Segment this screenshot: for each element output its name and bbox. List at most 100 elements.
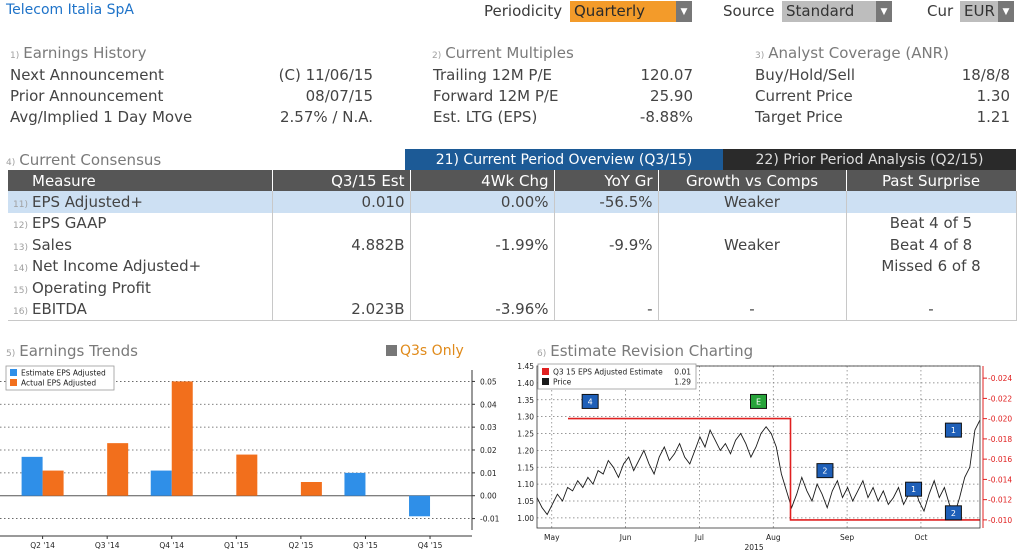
table-header-row: Measure Q3/15 Est 4Wk Chg YoY Gr Growth … bbox=[8, 170, 1017, 191]
section-number: 4) bbox=[6, 158, 16, 168]
bar-actual bbox=[300, 482, 322, 496]
legend-label-estimate: Q3 15 EPS Adjusted Estimate bbox=[553, 368, 663, 377]
y-tick-label: -0.01 bbox=[480, 515, 500, 524]
table-row[interactable]: 15) Operating Profit bbox=[8, 277, 1017, 299]
tab-prior-period-analysis[interactable]: 22) Prior Period Analysis (Q2/15) bbox=[723, 149, 1016, 170]
y-tick-label: 0.02 bbox=[480, 446, 497, 455]
x-tick-label: Jun bbox=[619, 533, 632, 542]
chevron-down-icon[interactable]: ▼ bbox=[998, 1, 1014, 22]
earnings-trends-chart: 0.05 0.04 0.03 0.02 0.01 0.00 -0.01 Q2 '14 Q3 '1… bbox=[0, 365, 500, 550]
bar-actual bbox=[42, 470, 64, 496]
table-row[interactable]: 13) Sales 4.882B -1.99% -9.9% Weaker Beat… bbox=[8, 234, 1017, 256]
table-row[interactable]: 14) Net Income Adjusted+ Missed 6 of 8 bbox=[8, 255, 1017, 277]
surprise-cell: Beat 4 of 5 bbox=[846, 212, 1017, 234]
col-header-past-surprise[interactable]: Past Surprise bbox=[846, 170, 1017, 191]
q3-only-toggle[interactable]: Q3s Only bbox=[386, 343, 464, 359]
estimate-cell bbox=[272, 255, 411, 277]
source-dropdown[interactable]: Standard ▼ bbox=[782, 1, 892, 22]
current-price-label: Current Price bbox=[755, 87, 853, 105]
price-line bbox=[536, 419, 981, 516]
y-left-tick-label: 1.00 bbox=[517, 514, 534, 523]
change-cell: -3.96% bbox=[410, 298, 555, 321]
earnings-trends-title[interactable]: 5) Earnings Trends bbox=[6, 342, 138, 360]
table-row[interactable]: 12) EPS GAAP Beat 4 of 5 bbox=[8, 212, 1017, 234]
buy-hold-sell-label: Buy/Hold/Sell bbox=[755, 66, 856, 84]
x-tick-label: Q3 '14 bbox=[95, 541, 120, 550]
section-title-text: Earnings Trends bbox=[19, 342, 138, 360]
estimate-cell bbox=[272, 212, 411, 234]
growth-cell: - bbox=[658, 298, 847, 321]
bar-actual bbox=[236, 454, 258, 496]
currency-label: Cur bbox=[927, 2, 954, 20]
current-price-value: 1.30 bbox=[976, 87, 1010, 105]
measure-cell: 16) EBITDA bbox=[8, 298, 273, 321]
section-number: 5) bbox=[6, 349, 16, 359]
legend-swatch-estimate bbox=[10, 369, 17, 376]
yoy-cell bbox=[554, 255, 659, 277]
y-right-tick-label: -0.022 bbox=[988, 394, 1012, 403]
x-tick-label: Aug bbox=[766, 533, 781, 542]
col-header-yoy-gr[interactable]: YoY Gr bbox=[554, 170, 659, 191]
bar-actual bbox=[171, 381, 193, 496]
legend-label-price: Price bbox=[553, 378, 572, 387]
y-left-tick-label: 1.15 bbox=[517, 463, 534, 472]
change-cell: -1.99% bbox=[410, 234, 555, 256]
x-tick-label: Jul bbox=[694, 533, 704, 542]
y-left-tick-label: 1.30 bbox=[517, 413, 534, 422]
yoy-cell: - bbox=[554, 298, 659, 321]
y-tick-label: 0.05 bbox=[480, 377, 497, 386]
table-row[interactable]: 16) EBITDA 2.023B -3.96% - - - bbox=[8, 298, 1017, 321]
prior-announcement-label: Prior Announcement bbox=[10, 87, 164, 105]
est-ltg-label: Est. LTG (EPS) bbox=[433, 108, 538, 126]
section-number: 1) bbox=[10, 51, 20, 61]
periodicity-dropdown[interactable]: Quarterly ▼ bbox=[570, 1, 692, 22]
section-title-text: Current Multiples bbox=[445, 44, 574, 62]
revision-marker-label: E bbox=[756, 397, 761, 406]
x-tick-label: May bbox=[544, 533, 560, 542]
legend-swatch-actual bbox=[10, 379, 17, 386]
y-left-tick-label: 1.40 bbox=[517, 379, 534, 388]
section-number: 6) bbox=[537, 349, 547, 359]
est-ltg-value: -8.88% bbox=[639, 108, 693, 126]
revision-marker-label: 2 bbox=[822, 467, 827, 476]
tab-current-period-overview[interactable]: 21) Current Period Overview (Q3/15) bbox=[405, 149, 723, 170]
surprise-cell bbox=[846, 191, 1017, 213]
source-value: Standard bbox=[782, 1, 876, 22]
chevron-down-icon[interactable]: ▼ bbox=[676, 1, 692, 22]
col-header-measure[interactable]: Measure bbox=[8, 170, 273, 191]
section-title-text: Current Consensus bbox=[19, 151, 162, 169]
periodicity-label: Periodicity bbox=[484, 2, 563, 20]
estimate-cell bbox=[272, 277, 411, 299]
change-cell bbox=[410, 277, 555, 299]
y-left-tick-label: 1.45 bbox=[517, 362, 534, 371]
table-row[interactable]: 11) EPS Adjusted+ 0.010 0.00% -56.5% Weak… bbox=[8, 191, 1017, 213]
earnings-history-title[interactable]: 1) Earnings History bbox=[10, 44, 146, 62]
checkbox-icon[interactable] bbox=[386, 345, 397, 356]
legend-label-actual: Actual EPS Adjusted bbox=[21, 379, 96, 388]
revision-marker-label: 4 bbox=[588, 397, 593, 406]
analyst-coverage-title[interactable]: 3) Analyst Coverage (ANR) bbox=[755, 44, 949, 62]
trailing-pe-value: 120.07 bbox=[640, 66, 694, 84]
y-tick-label: 0.01 bbox=[480, 469, 497, 478]
col-header-4wk-chg[interactable]: 4Wk Chg bbox=[410, 170, 555, 191]
yoy-cell bbox=[554, 212, 659, 234]
section-title-text: Earnings History bbox=[23, 44, 147, 62]
yoy-cell bbox=[554, 277, 659, 299]
currency-dropdown[interactable]: EUR ▼ bbox=[960, 1, 1014, 22]
current-multiples-title[interactable]: 2) Current Multiples bbox=[432, 44, 574, 62]
revision-marker-label: 1 bbox=[911, 485, 916, 494]
revision-marker bbox=[581, 393, 599, 409]
current-consensus-title[interactable]: 4) Current Consensus bbox=[6, 151, 161, 169]
y-tick-label: 0.00 bbox=[480, 492, 497, 501]
x-tick-label: Q2 '15 bbox=[289, 541, 314, 550]
col-header-estimate[interactable]: Q3/15 Est bbox=[272, 170, 411, 191]
revision-marker bbox=[944, 505, 962, 521]
x-tick-label: Q2 '14 bbox=[30, 541, 55, 550]
section-number: 3) bbox=[755, 51, 765, 61]
col-header-growth-vs-comps[interactable]: Growth vs Comps bbox=[658, 170, 847, 191]
chevron-down-icon[interactable]: ▼ bbox=[876, 1, 892, 22]
revision-marker bbox=[750, 393, 767, 409]
y-left-tick-label: 1.05 bbox=[517, 497, 534, 506]
revision-marker bbox=[816, 463, 834, 479]
estimate-revision-title[interactable]: 6) Estimate Revision Charting bbox=[537, 342, 753, 360]
